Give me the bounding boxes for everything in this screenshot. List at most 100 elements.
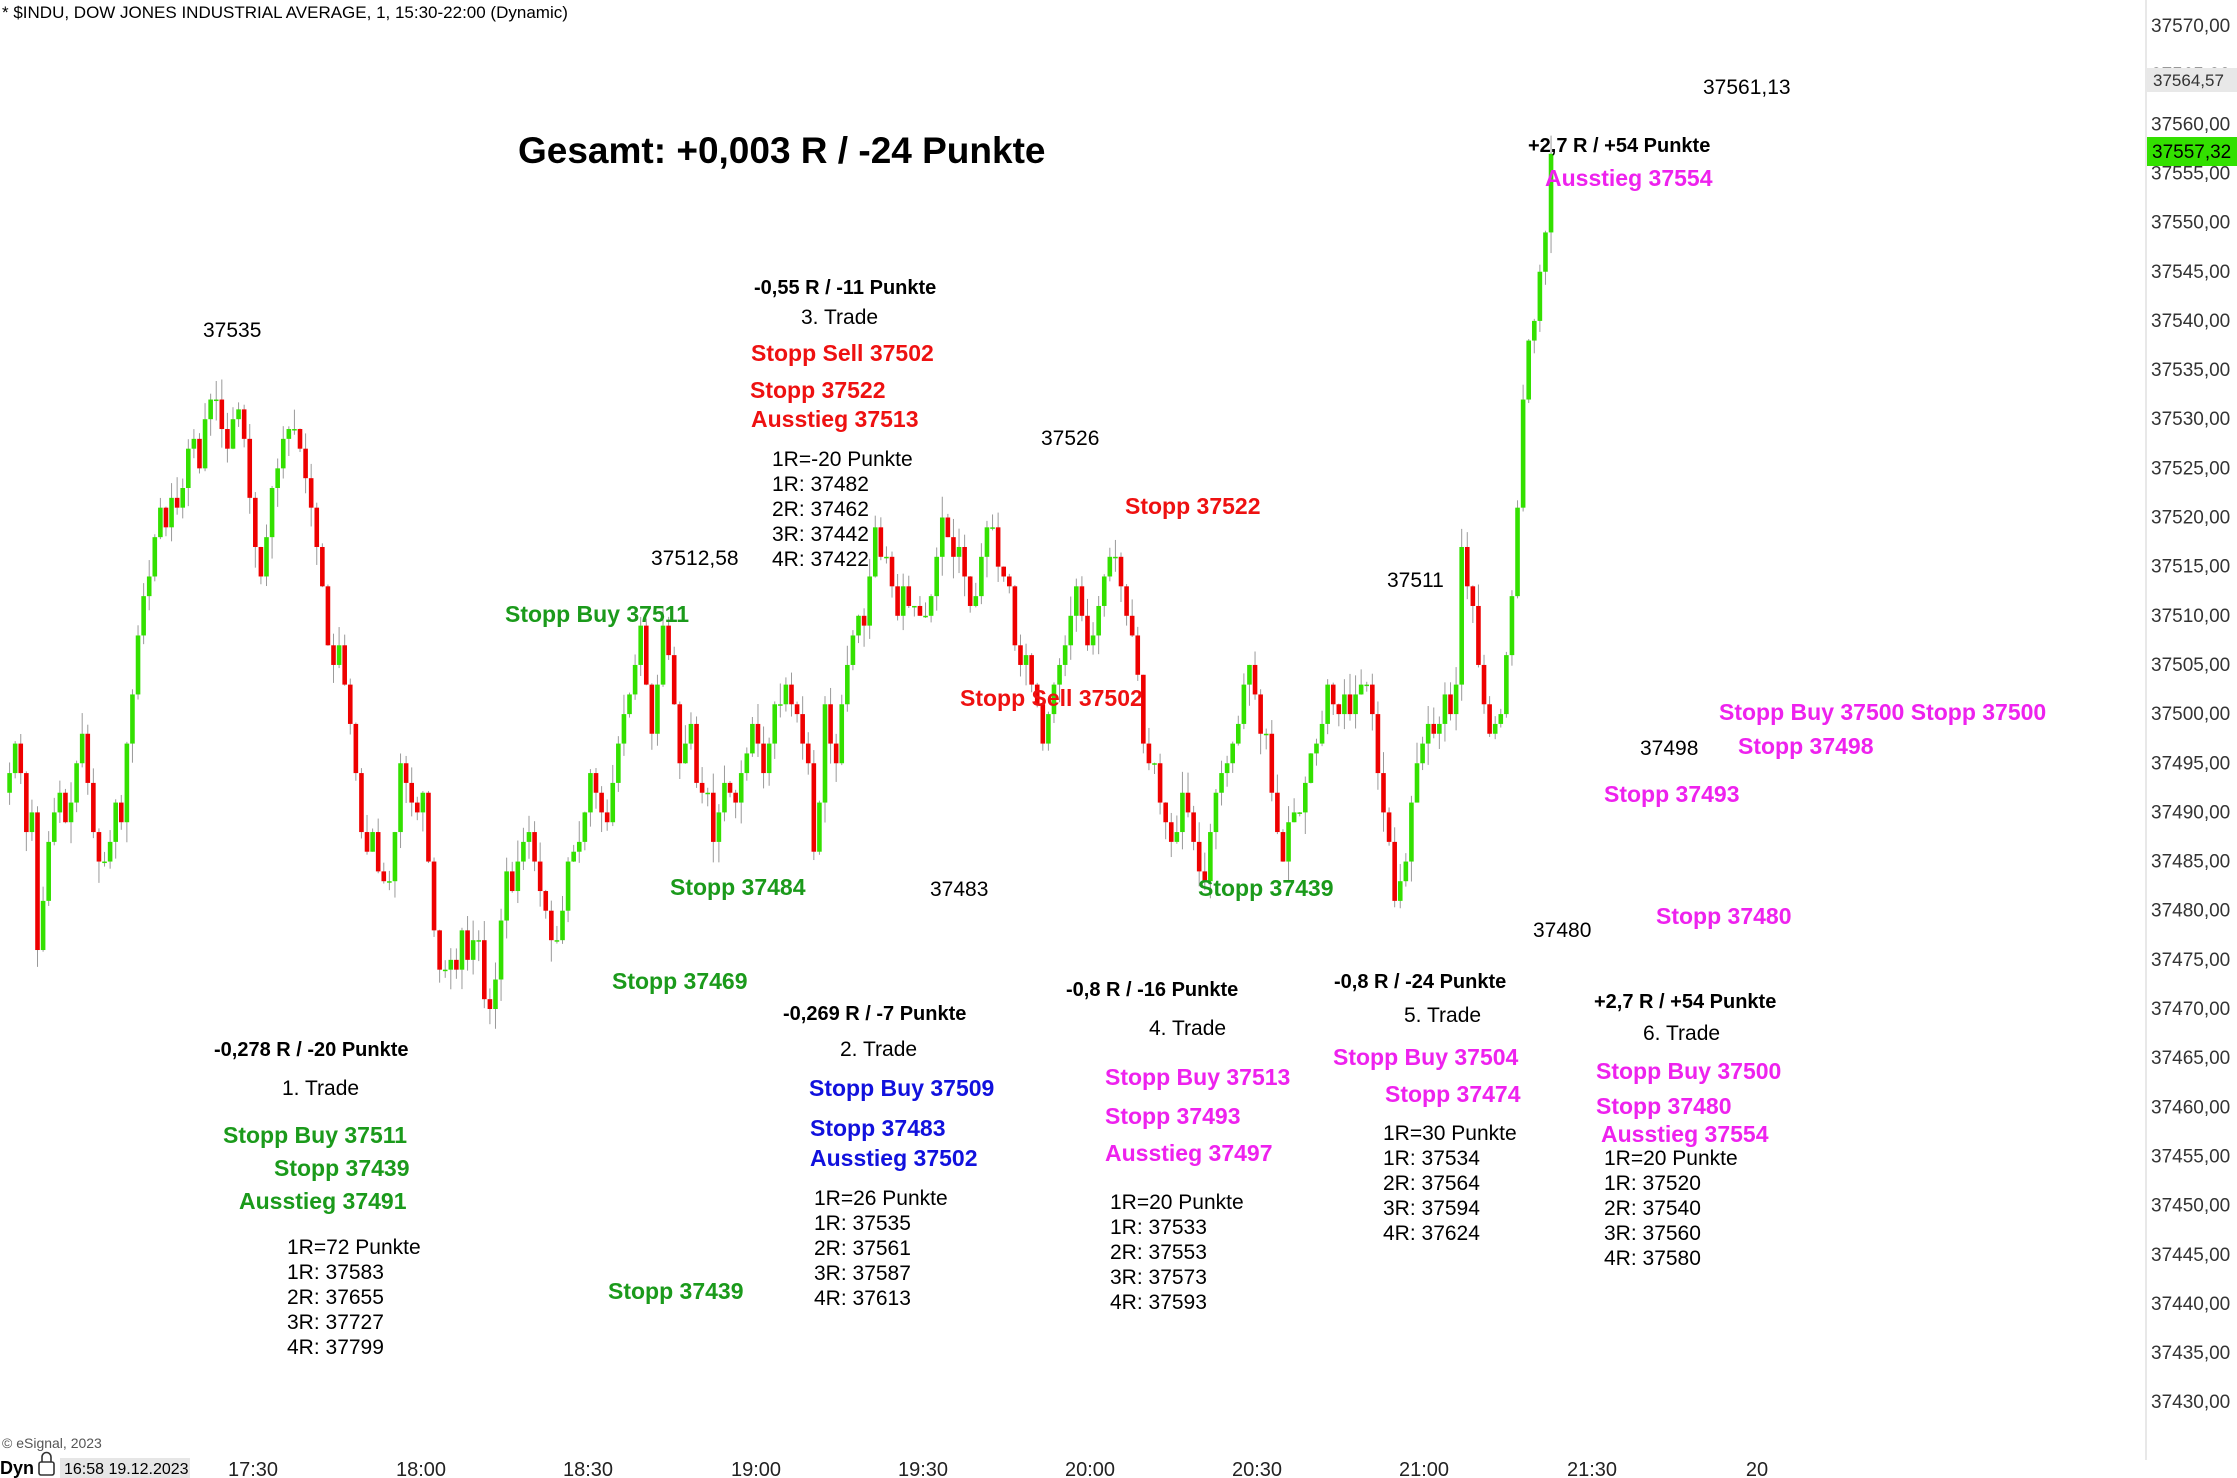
price-tick-label: 37445,00: [2151, 1245, 2230, 1266]
candle-down: [96, 828, 102, 883]
candle-up: [107, 830, 113, 869]
candle-body: [811, 763, 817, 852]
candle-down: [174, 477, 180, 515]
trade-4-entry: Stopp Buy 37513: [1105, 1064, 1290, 1090]
candle-up: [1358, 669, 1364, 695]
candle-up: [292, 409, 297, 435]
candle-body: [158, 507, 163, 538]
trade-4-exit: Ausstieg 37497: [1105, 1140, 1272, 1166]
candle-body: [331, 645, 336, 665]
price-tick-label: 37520,00: [2151, 508, 2230, 529]
trade-6-name: 6. Trade: [1643, 1022, 1720, 1045]
candle-body: [91, 782, 96, 833]
price-mark-37511: 37511: [1387, 569, 1444, 592]
trade-5-name: 5. Trade: [1404, 1004, 1481, 1027]
candle-body: [135, 635, 141, 695]
candle-down: [878, 517, 884, 561]
candle-down: [325, 584, 331, 646]
candle-down: [403, 755, 409, 804]
candle-body: [364, 832, 370, 852]
candle-body: [504, 871, 509, 921]
candle-body: [805, 743, 811, 764]
candle-down: [1258, 689, 1263, 755]
candle-down: [364, 814, 370, 855]
time-tick-label: 19:30: [898, 1459, 948, 1478]
price-tick-label: 37480,00: [2151, 901, 2230, 922]
candle-body: [1090, 635, 1096, 646]
candle-up: [571, 844, 576, 863]
candle-body: [130, 694, 135, 744]
candle-body: [1392, 841, 1397, 901]
candle-body: [1464, 546, 1470, 587]
candle-body: [1051, 684, 1057, 715]
price-tick-label: 37500,00: [2151, 704, 2230, 725]
candle-up: [191, 429, 197, 459]
candle-up: [498, 908, 504, 1001]
candle-body: [1046, 714, 1051, 744]
candle-body: [1520, 399, 1526, 508]
label-stopp-37480: Stopp 37480: [1656, 903, 1792, 929]
trade-2-r-line: 2R: 37561: [814, 1237, 911, 1260]
candle-body: [621, 714, 627, 744]
trade-1-entry: Stopp Buy 37511: [223, 1122, 407, 1148]
candle-up: [1364, 681, 1370, 692]
candle-up: [286, 426, 292, 457]
candle-body: [1342, 694, 1347, 715]
price-mark-37483: 37483: [930, 878, 988, 901]
candle-body: [68, 802, 74, 823]
price-axis[interactable]: 37570,0037565,0037560,0037555,0037550,00…: [2151, 16, 2230, 1413]
candle-down: [694, 716, 699, 788]
candle-down: [24, 771, 29, 852]
candle-up: [1068, 596, 1074, 660]
candle-down: [414, 796, 420, 821]
candle-body: [308, 478, 314, 508]
candle-body: [1409, 802, 1414, 862]
candle-down: [1040, 701, 1046, 751]
price-mark-37480: 37480: [1533, 919, 1591, 942]
candle-body: [515, 861, 521, 892]
candle-body: [1314, 743, 1319, 754]
trade-3-r-line: 2R: 37462: [772, 498, 869, 521]
candle-body: [984, 527, 990, 557]
price-tick-label: 37550,00: [2151, 213, 2230, 234]
candle-up: [772, 701, 778, 759]
price-tick-label: 37525,00: [2151, 458, 2230, 479]
candle-body: [895, 586, 900, 616]
candle-up: [1247, 664, 1252, 706]
candle-up: [1414, 742, 1420, 803]
candle-up: [1062, 635, 1068, 677]
label-top-exit: Ausstieg 37554: [1545, 165, 1713, 191]
price-tick-label: 37570,00: [2151, 16, 2230, 37]
candle-body: [1414, 763, 1420, 803]
candle-down: [599, 786, 604, 833]
candle-body: [1007, 576, 1012, 587]
candle-up: [576, 821, 582, 863]
candle-body: [18, 743, 24, 774]
label-stopp-buy-37500: Stopp Buy 37500 Stopp 37500: [1719, 699, 2046, 725]
candle-body: [1152, 763, 1157, 765]
candle-body: [29, 812, 35, 833]
candle-down: [1487, 696, 1492, 737]
candle-up: [884, 546, 889, 564]
candle-body: [1481, 664, 1487, 705]
trade-4-name: 4. Trade: [1149, 1017, 1226, 1040]
candle-body: [230, 419, 236, 449]
trade-4-result: -0,8 R / -16 Punkte: [1066, 979, 1238, 1001]
candle-body: [1420, 743, 1425, 764]
candle-body: [174, 497, 180, 508]
candle-up: [822, 696, 828, 823]
candle-down: [1336, 703, 1342, 727]
candle-body: [57, 792, 63, 813]
candle-down: [537, 842, 543, 907]
candle-body: [197, 438, 202, 469]
candle-up: [1096, 596, 1101, 655]
last-price-label: 37557,32: [2152, 142, 2231, 163]
candle-body: [448, 959, 454, 970]
dyn-mode-label[interactable]: Dyn: [0, 1458, 34, 1478]
candle-body: [1308, 753, 1314, 783]
candle-up: [1325, 679, 1330, 735]
time-axis[interactable]: 17:30 18:00 18:30 19:00 19:30 20:00 20:30 21:00…: [228, 1459, 1768, 1478]
lock-icon[interactable]: [38, 1451, 55, 1476]
candle-body: [839, 704, 845, 764]
